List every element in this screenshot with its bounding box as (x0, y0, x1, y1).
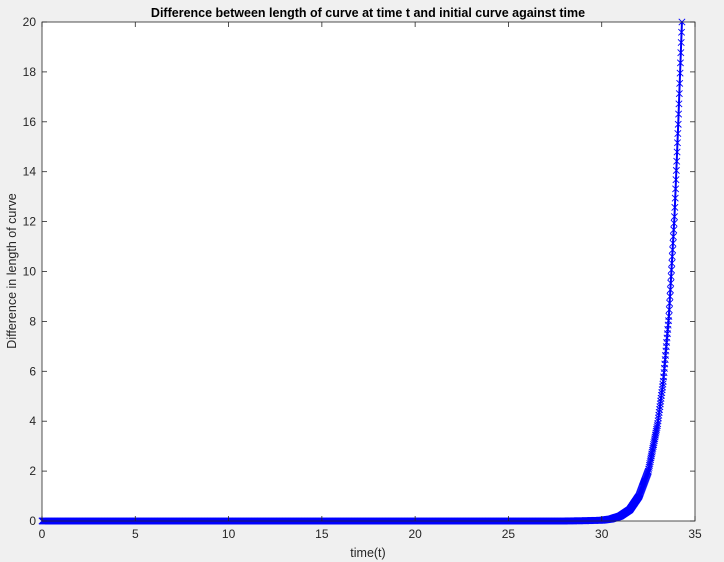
x-tick-label: 30 (595, 527, 609, 541)
y-tick-label: 4 (29, 414, 36, 428)
y-tick-label: 16 (23, 115, 37, 129)
y-axis-label: Difference in length of curve (5, 193, 19, 348)
x-tick-label: 25 (502, 527, 516, 541)
y-tick-label: 14 (23, 165, 37, 179)
y-tick-label: 6 (29, 364, 36, 378)
y-tick-label: 20 (23, 15, 37, 29)
x-tick-label: 35 (688, 527, 702, 541)
y-tick-label: 18 (23, 65, 37, 79)
y-tick-label: 2 (29, 464, 36, 478)
x-axis-label: time(t) (350, 546, 385, 560)
y-axis: 0 2 4 6 8 10 12 14 16 18 20 (23, 15, 695, 528)
x-tick-label: 5 (132, 527, 139, 541)
x-tick-label: 10 (222, 527, 236, 541)
x-tick-label: 15 (315, 527, 329, 541)
y-tick-label: 8 (29, 314, 36, 328)
chart-title: Difference between length of curve at ti… (151, 6, 585, 20)
x-tick-label: 20 (408, 527, 422, 541)
y-tick-label: 10 (23, 265, 37, 279)
plot-area (42, 22, 695, 521)
x-tick-label: 0 (39, 527, 46, 541)
x-axis: 0 5 10 15 20 25 30 35 (39, 22, 702, 541)
y-tick-label: 12 (23, 215, 37, 229)
y-tick-label: 0 (29, 514, 36, 528)
